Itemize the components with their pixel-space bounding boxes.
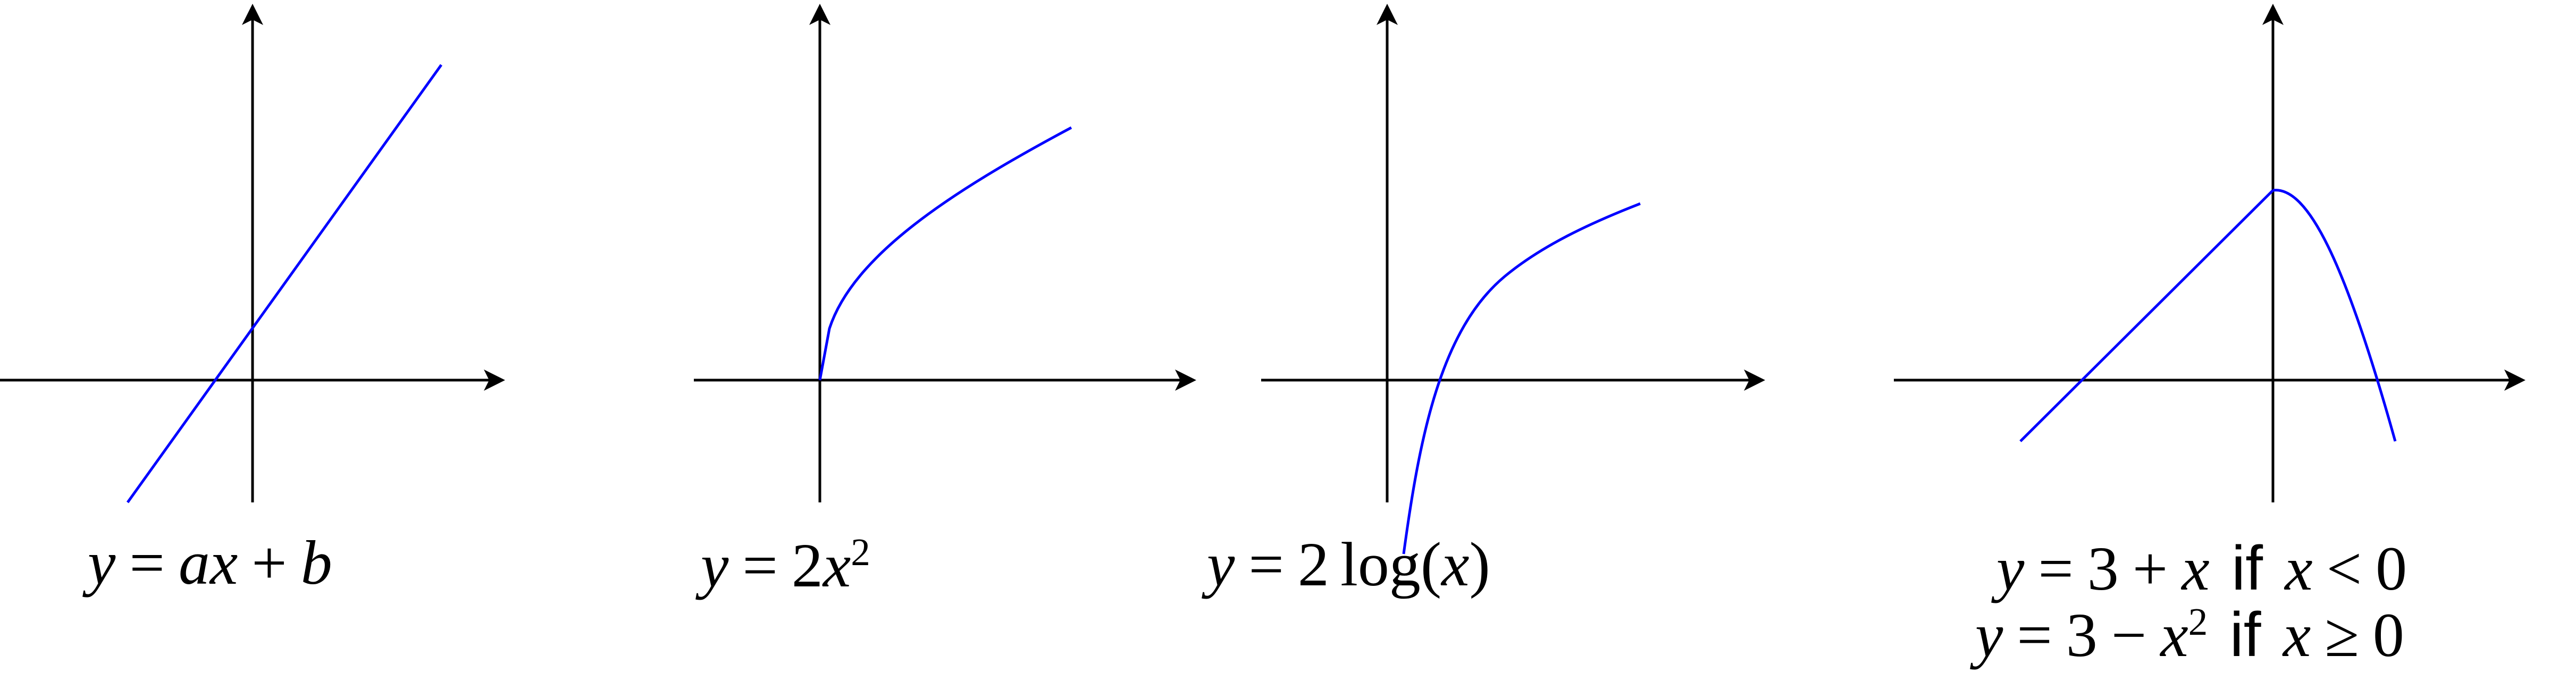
- caption-num: 0: [2372, 600, 2404, 670]
- caption-var: y: [88, 528, 116, 598]
- graph-logarithm: [1261, 4, 1765, 554]
- caption-var: y: [1207, 530, 1235, 599]
- quadratic-curve: [818, 126, 1072, 381]
- caption-logarithm: y = 2 log(x): [1207, 533, 1490, 596]
- linear-curve: [126, 64, 443, 503]
- caption-piecewise-line2: y = 3− x2 if x ≥0: [1975, 600, 2404, 670]
- caption-linear: y = ax + b: [88, 532, 332, 594]
- caption-num: 3: [2087, 534, 2119, 603]
- piecewise-linear-part: [2019, 189, 2274, 442]
- caption-var: x: [2285, 534, 2313, 603]
- caption-num: 0: [2376, 534, 2407, 603]
- caption-op: +: [2132, 534, 2168, 603]
- caption-var: x: [2160, 600, 2188, 670]
- caption-op: ≥: [2325, 600, 2359, 670]
- log-curve: [1402, 202, 1641, 554]
- caption-var: y: [1996, 534, 2025, 603]
- caption-quadratic: y = 2x2: [701, 530, 870, 600]
- caption-var: y: [1975, 600, 2003, 670]
- piecewise-parabola-part: [2272, 189, 2397, 442]
- caption-exponent: 2: [851, 530, 870, 574]
- caption-var: b: [300, 528, 332, 598]
- caption-var: x: [209, 528, 238, 598]
- caption-op: =: [1248, 530, 1284, 599]
- caption-op: <: [2326, 534, 2362, 603]
- caption-op: =: [2017, 600, 2052, 670]
- caption-function: log: [1340, 530, 1421, 599]
- caption-num: 2: [791, 531, 823, 600]
- caption-num: 3: [2066, 600, 2097, 670]
- caption-paren: ): [1469, 530, 1490, 599]
- caption-op: +: [251, 528, 287, 598]
- caption-paren: (: [1420, 530, 1442, 599]
- graph-quadratic: [694, 4, 1196, 502]
- caption-var: x: [1441, 530, 1470, 599]
- caption-var: x: [2283, 600, 2311, 670]
- graph-linear: [0, 4, 505, 503]
- caption-op: =: [742, 531, 778, 600]
- caption-exponent: 2: [2188, 600, 2208, 643]
- caption-op: =: [129, 528, 165, 598]
- graph-piecewise: [1894, 4, 2525, 502]
- caption-var: a: [178, 528, 210, 598]
- caption-op: −: [2111, 600, 2147, 670]
- caption-var: x: [823, 531, 851, 600]
- caption-num: 2: [1297, 530, 1329, 599]
- caption-op: =: [2038, 534, 2074, 603]
- caption-piecewise-line1: y = 3 + x if x <0: [1996, 537, 2407, 600]
- caption-var: x: [2181, 534, 2210, 603]
- caption-var: y: [701, 531, 729, 600]
- caption-if: if: [2231, 533, 2263, 603]
- caption-if: if: [2229, 600, 2261, 670]
